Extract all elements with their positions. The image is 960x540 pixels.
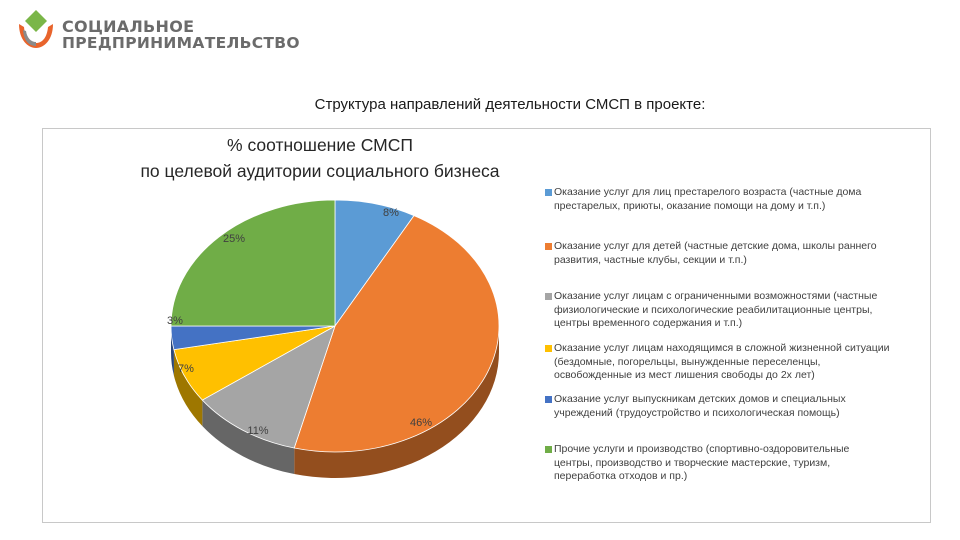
legend-item-1: Оказание услуг для лиц престарелого возр…	[545, 186, 890, 213]
logo-emblem-icon	[19, 10, 53, 48]
legend-item-2: Оказание услуг для детей (частные детски…	[545, 240, 890, 267]
legend-label: Оказание услуг выпускникам детских домов…	[554, 393, 846, 419]
pie-data-label-5: 3%	[167, 315, 183, 327]
legend-item-6: Прочие услуги и производство (спортивно-…	[545, 443, 890, 484]
legend-label: Оказание услуг лицам с ограниченными воз…	[554, 290, 878, 330]
pie-data-label-2: 46%	[410, 417, 432, 429]
legend-swatch	[545, 243, 552, 250]
legend-label: Оказание услуг лицам находящимся в сложн…	[554, 342, 890, 382]
pie-slice-3	[201, 325, 336, 449]
legend-swatch	[545, 446, 552, 453]
pie-slice-2	[293, 215, 500, 453]
legend-label: Прочие услуги и производство (спортивно-…	[554, 443, 850, 483]
legend-swatch	[545, 345, 552, 352]
pie-side-11pct	[202, 400, 295, 475]
legend-label: Оказание услуг для детей (частные детски…	[554, 240, 877, 266]
pie-data-label-4: 7%	[178, 363, 194, 375]
chart-title-line1: % соотношение СМСП	[227, 135, 413, 155]
legend-item-5: Оказание услуг выпускникам детских домов…	[545, 393, 890, 420]
legend-swatch	[545, 293, 552, 300]
pie-side-46pct	[294, 326, 499, 478]
legend-swatch	[545, 396, 552, 403]
logo-text-line2: ПРЕДПРИНИМАТЕЛЬСТВО	[62, 34, 300, 52]
logo: СОЦИАЛЬНОЕ ПРЕДПРИНИМАТЕЛЬСТВО	[14, 8, 300, 58]
pie-side-7pct	[173, 349, 203, 427]
slide-title: Структура направлений деятельности СМСП …	[314, 96, 706, 113]
pie-data-label-6: 25%	[223, 233, 245, 245]
pie-data-label-1: 8%	[383, 207, 399, 219]
legend-item-3: Оказание услуг лицам с ограниченными воз…	[545, 290, 890, 331]
chart-title-line2: по целевой аудитории социального бизнеса	[140, 161, 500, 181]
legend-label: Оказание услуг для лиц престарелого возр…	[554, 186, 862, 212]
legend-swatch	[545, 189, 552, 196]
legend-item-4: Оказание услуг лицам находящимся в сложн…	[545, 342, 890, 383]
pie-data-label-3: 11%	[247, 425, 268, 437]
pie-slice-6	[170, 199, 336, 327]
logo-text-line1: СОЦИАЛЬНОЕ	[62, 17, 195, 36]
chart-title: % соотношение СМСП по целевой аудитории …	[60, 132, 580, 184]
